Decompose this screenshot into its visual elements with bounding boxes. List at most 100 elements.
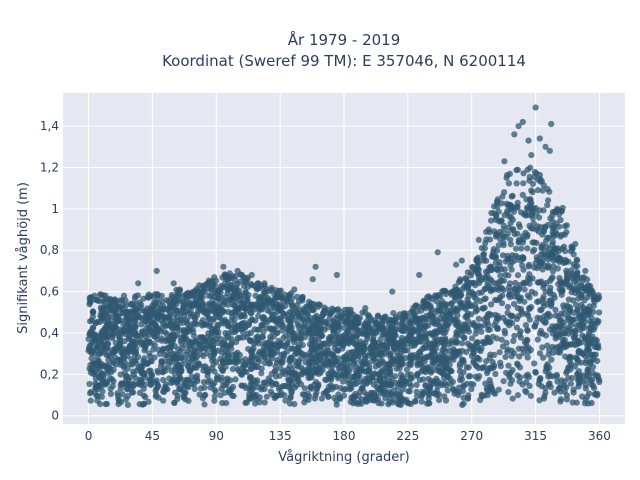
data-point (435, 355, 442, 363)
data-point (575, 349, 582, 356)
data-point (441, 374, 448, 381)
data-point (531, 246, 538, 253)
data-point (334, 347, 342, 354)
data-point (124, 401, 131, 408)
data-point (107, 385, 114, 392)
data-point (243, 307, 250, 314)
data-point (324, 320, 331, 327)
data-point (258, 321, 266, 328)
data-point (120, 351, 127, 358)
data-point (534, 336, 541, 343)
data-point (420, 344, 427, 351)
data-point (122, 374, 130, 381)
data-point (526, 173, 533, 181)
data-point (425, 395, 432, 402)
data-point (329, 368, 336, 375)
data-point (240, 274, 247, 281)
data-point (484, 392, 491, 399)
data-point (398, 381, 405, 388)
data-point (398, 334, 405, 342)
data-point (230, 294, 237, 301)
data-point (460, 400, 467, 407)
data-point (538, 383, 545, 390)
data-point (222, 357, 230, 364)
data-point (276, 294, 283, 301)
data-point (291, 286, 298, 293)
x-tick-label: 45 (145, 429, 160, 443)
data-point (440, 287, 447, 294)
data-point (514, 392, 522, 399)
data-point (431, 337, 438, 344)
data-point (494, 267, 502, 274)
data-point (277, 384, 284, 391)
data-point (508, 353, 515, 360)
data-point (425, 375, 432, 383)
data-point (562, 259, 569, 266)
data-point (499, 252, 507, 259)
data-point (160, 397, 167, 404)
data-point (331, 353, 338, 360)
data-point (525, 137, 532, 144)
data-point (578, 302, 585, 309)
data-point (229, 383, 237, 391)
data-point (550, 349, 557, 356)
data-point (520, 236, 527, 243)
data-point (261, 280, 268, 287)
data-point (585, 390, 593, 397)
data-point (594, 343, 601, 350)
data-point (447, 380, 454, 387)
data-point (416, 333, 423, 340)
data-point (555, 313, 562, 320)
data-point (520, 349, 527, 356)
data-point (508, 377, 516, 384)
data-point (494, 203, 501, 210)
data-point (347, 323, 354, 331)
data-point (559, 204, 566, 212)
data-point (286, 326, 294, 333)
data-point (265, 375, 272, 382)
data-point (120, 292, 128, 299)
data-point (130, 319, 138, 326)
data-point (549, 218, 556, 225)
data-point (317, 356, 324, 363)
data-point (148, 378, 155, 385)
data-point (313, 316, 320, 323)
data-point (217, 336, 224, 343)
data-point (514, 166, 521, 173)
data-point (360, 360, 367, 367)
data-point (379, 380, 386, 388)
y-tick-label: 0,6 (40, 285, 59, 299)
data-point (212, 329, 219, 336)
data-point (515, 221, 523, 228)
data-point (277, 304, 284, 311)
data-point (102, 344, 109, 351)
data-point (504, 230, 511, 237)
data-point (101, 298, 108, 305)
data-point (519, 191, 526, 198)
data-point (477, 347, 484, 355)
data-point (523, 196, 530, 203)
data-point (540, 293, 547, 300)
data-point (584, 366, 591, 374)
data-point (518, 245, 525, 252)
data-point (487, 351, 494, 358)
data-point (341, 325, 348, 332)
data-point (407, 374, 415, 382)
data-point (497, 272, 504, 279)
data-point (233, 339, 240, 346)
data-point (115, 395, 122, 403)
data-point (405, 400, 412, 407)
data-point (280, 334, 287, 342)
data-point (505, 389, 512, 396)
data-point (505, 284, 513, 291)
data-point (453, 287, 461, 294)
data-point (219, 367, 226, 375)
data-point (118, 297, 125, 304)
data-point (176, 297, 183, 304)
data-point (572, 240, 579, 248)
data-point (501, 158, 508, 165)
data-point (217, 306, 224, 313)
data-point (483, 257, 490, 264)
data-point (264, 295, 271, 302)
